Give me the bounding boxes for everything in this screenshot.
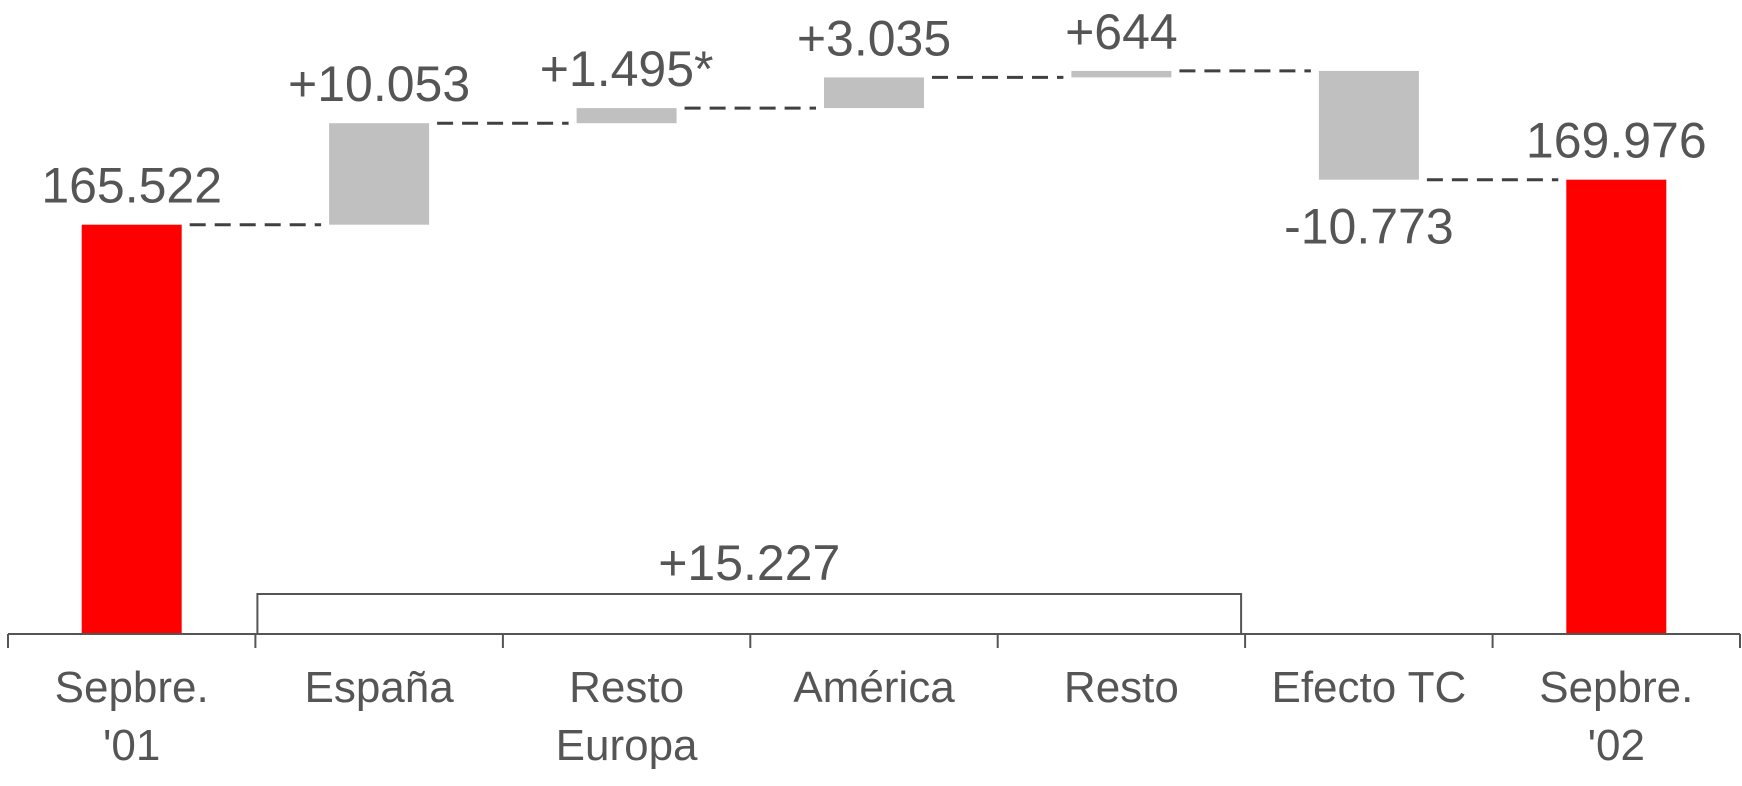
- subtotal-bracket-group: +15.227: [256, 535, 1243, 634]
- subtotal-bracket: [256, 593, 1243, 634]
- x-tick-label-0-1: '01: [103, 721, 160, 770]
- value-label-4: +644: [1065, 4, 1178, 60]
- bar-3: [824, 77, 924, 109]
- bar-1: [329, 123, 430, 225]
- bar-2: [576, 108, 677, 124]
- x-tick-label-6-1: '02: [1588, 721, 1645, 770]
- x-tick-label-3-0: América: [793, 663, 955, 712]
- subtotal-label: +15.227: [658, 535, 840, 591]
- x-tick-label-2-0: Resto: [569, 663, 684, 712]
- x-tick-label-1-0: España: [304, 663, 454, 712]
- value-label-3: +3.035: [797, 10, 951, 66]
- x-tick-label-5-0: Efecto TC: [1271, 663, 1466, 712]
- bar-6: [1566, 179, 1667, 634]
- x-tick-label-2-1: Europa: [556, 721, 698, 770]
- connectors-group: [189, 69, 1559, 227]
- labels-group: 165.522 +10.053 +1.495* +3.035 +644 -10.773 16…: [41, 4, 1706, 255]
- x-tick-label-6-0: Sepbre.: [1539, 663, 1693, 712]
- x-axis: Sepbre. '01 España Resto Europa América Resto E…: [7, 633, 1741, 770]
- value-label-2: +1.495*: [540, 41, 714, 97]
- bar-0: [81, 224, 182, 634]
- value-label-6: 169.976: [1526, 113, 1707, 169]
- bar-4: [1071, 70, 1172, 78]
- x-tick-label-0-0: Sepbre.: [55, 663, 209, 712]
- x-tick-label-4-0: Resto: [1064, 663, 1179, 712]
- value-label-1: +10.053: [288, 56, 470, 112]
- value-label-0: 165.522: [41, 158, 222, 214]
- bars-group: [81, 70, 1667, 634]
- value-label-5: -10.773: [1284, 199, 1454, 255]
- bar-5: [1318, 70, 1419, 180]
